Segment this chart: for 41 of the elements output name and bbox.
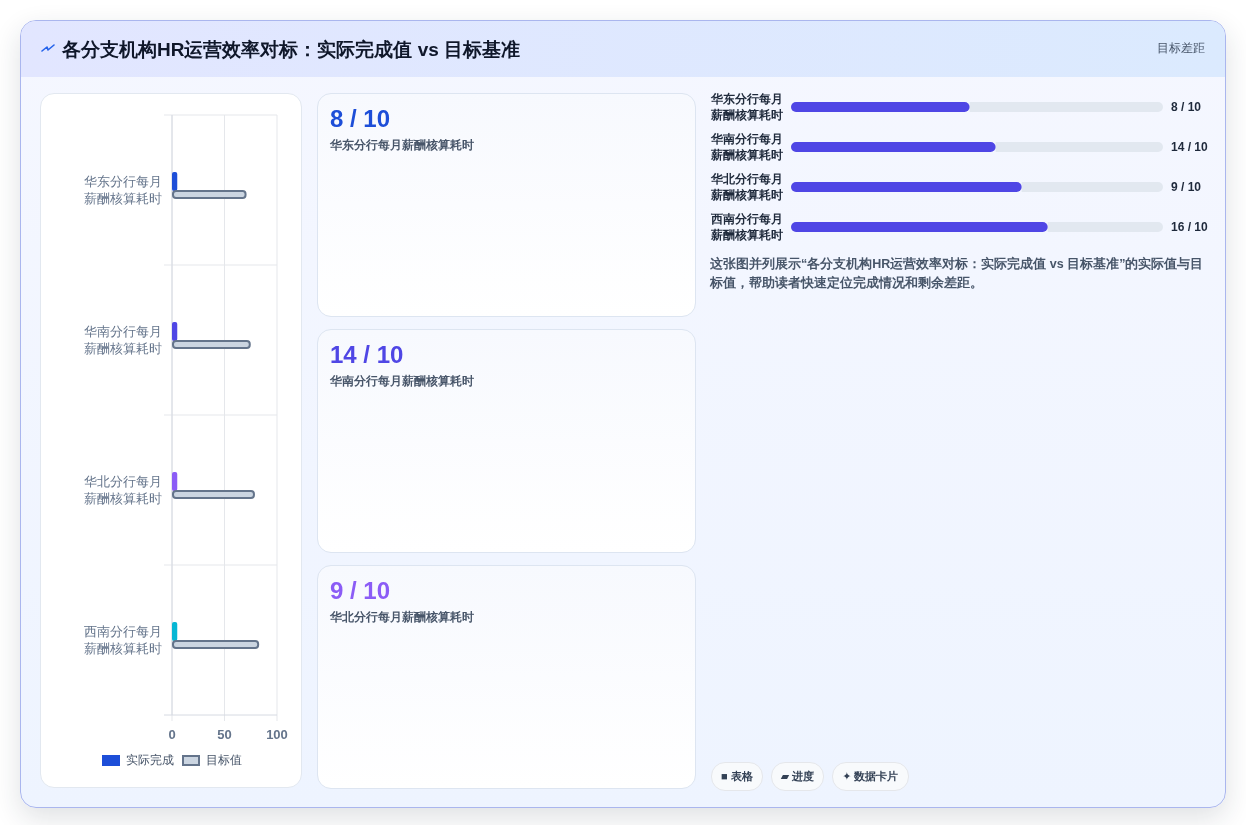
text: ✦ 数据卡片: [832, 762, 909, 791]
bar: [995, 142, 1163, 152]
y-tick-label: 华北分行每月薪酬核算耗时: [83, 473, 162, 507]
bar: [172, 622, 178, 641]
bar: [172, 322, 178, 341]
y-tick-label: 西南分行每月薪酬核算耗时: [83, 623, 162, 657]
legend-label: 目标值: [206, 752, 242, 769]
bar: [969, 102, 1163, 112]
category-label: 华东分行每月薪酬核算耗时: [330, 138, 474, 153]
category-label: 华北分行每月薪酬核算耗时: [330, 610, 474, 625]
bar: [791, 222, 1048, 232]
text: 目标差距: [1157, 40, 1205, 57]
x-tick-label: 0: [168, 727, 176, 742]
text: 14 / 10: [1171, 140, 1208, 154]
category-label: 华南分行每月薪酬核算耗时: [330, 374, 474, 389]
legend-label: 实际完成: [126, 752, 174, 769]
bar: [1021, 182, 1163, 192]
x-tick-label: 50: [217, 727, 232, 742]
bar: [791, 182, 1022, 192]
bar: [172, 172, 178, 191]
text: ▰ 进度: [770, 762, 825, 791]
y-tick-label: 华东分行每月薪酬核算耗时: [83, 173, 162, 207]
text: ■ 表格: [711, 762, 763, 791]
y-tick-label: 华南分行每月薪酬核算耗时: [711, 131, 784, 163]
text: 9 / 10: [330, 577, 391, 604]
y-tick-label: 华北分行每月薪酬核算耗时: [711, 171, 784, 203]
text: 8 / 10: [1171, 100, 1202, 114]
text: 9 / 10: [1171, 180, 1202, 194]
text: 14 / 10: [330, 341, 404, 368]
x-tick-label: 100: [266, 727, 288, 742]
y-tick-label: 华南分行每月薪酬核算耗时: [83, 323, 162, 357]
y-tick-label: 西南分行每月薪酬核算耗时: [711, 211, 784, 243]
bar: [791, 102, 970, 112]
y-tick-label: 华东分行每月薪酬核算耗时: [711, 91, 784, 123]
bar: [172, 472, 178, 491]
text: 这张图并列展示“各分支机构HR运营效率对标：实际完成值 vs 目标基准”的实际值与目标值，帮助读者快速定位完成情况和剩余差距。: [710, 255, 1205, 292]
chart-title: 各分支机构HR运营效率对标：实际完成值 vs 目标基准: [62, 38, 521, 62]
bar: [1047, 222, 1163, 232]
text: 16 / 10: [1171, 220, 1208, 234]
bar: [791, 142, 996, 152]
text: 8 / 10: [330, 105, 391, 132]
